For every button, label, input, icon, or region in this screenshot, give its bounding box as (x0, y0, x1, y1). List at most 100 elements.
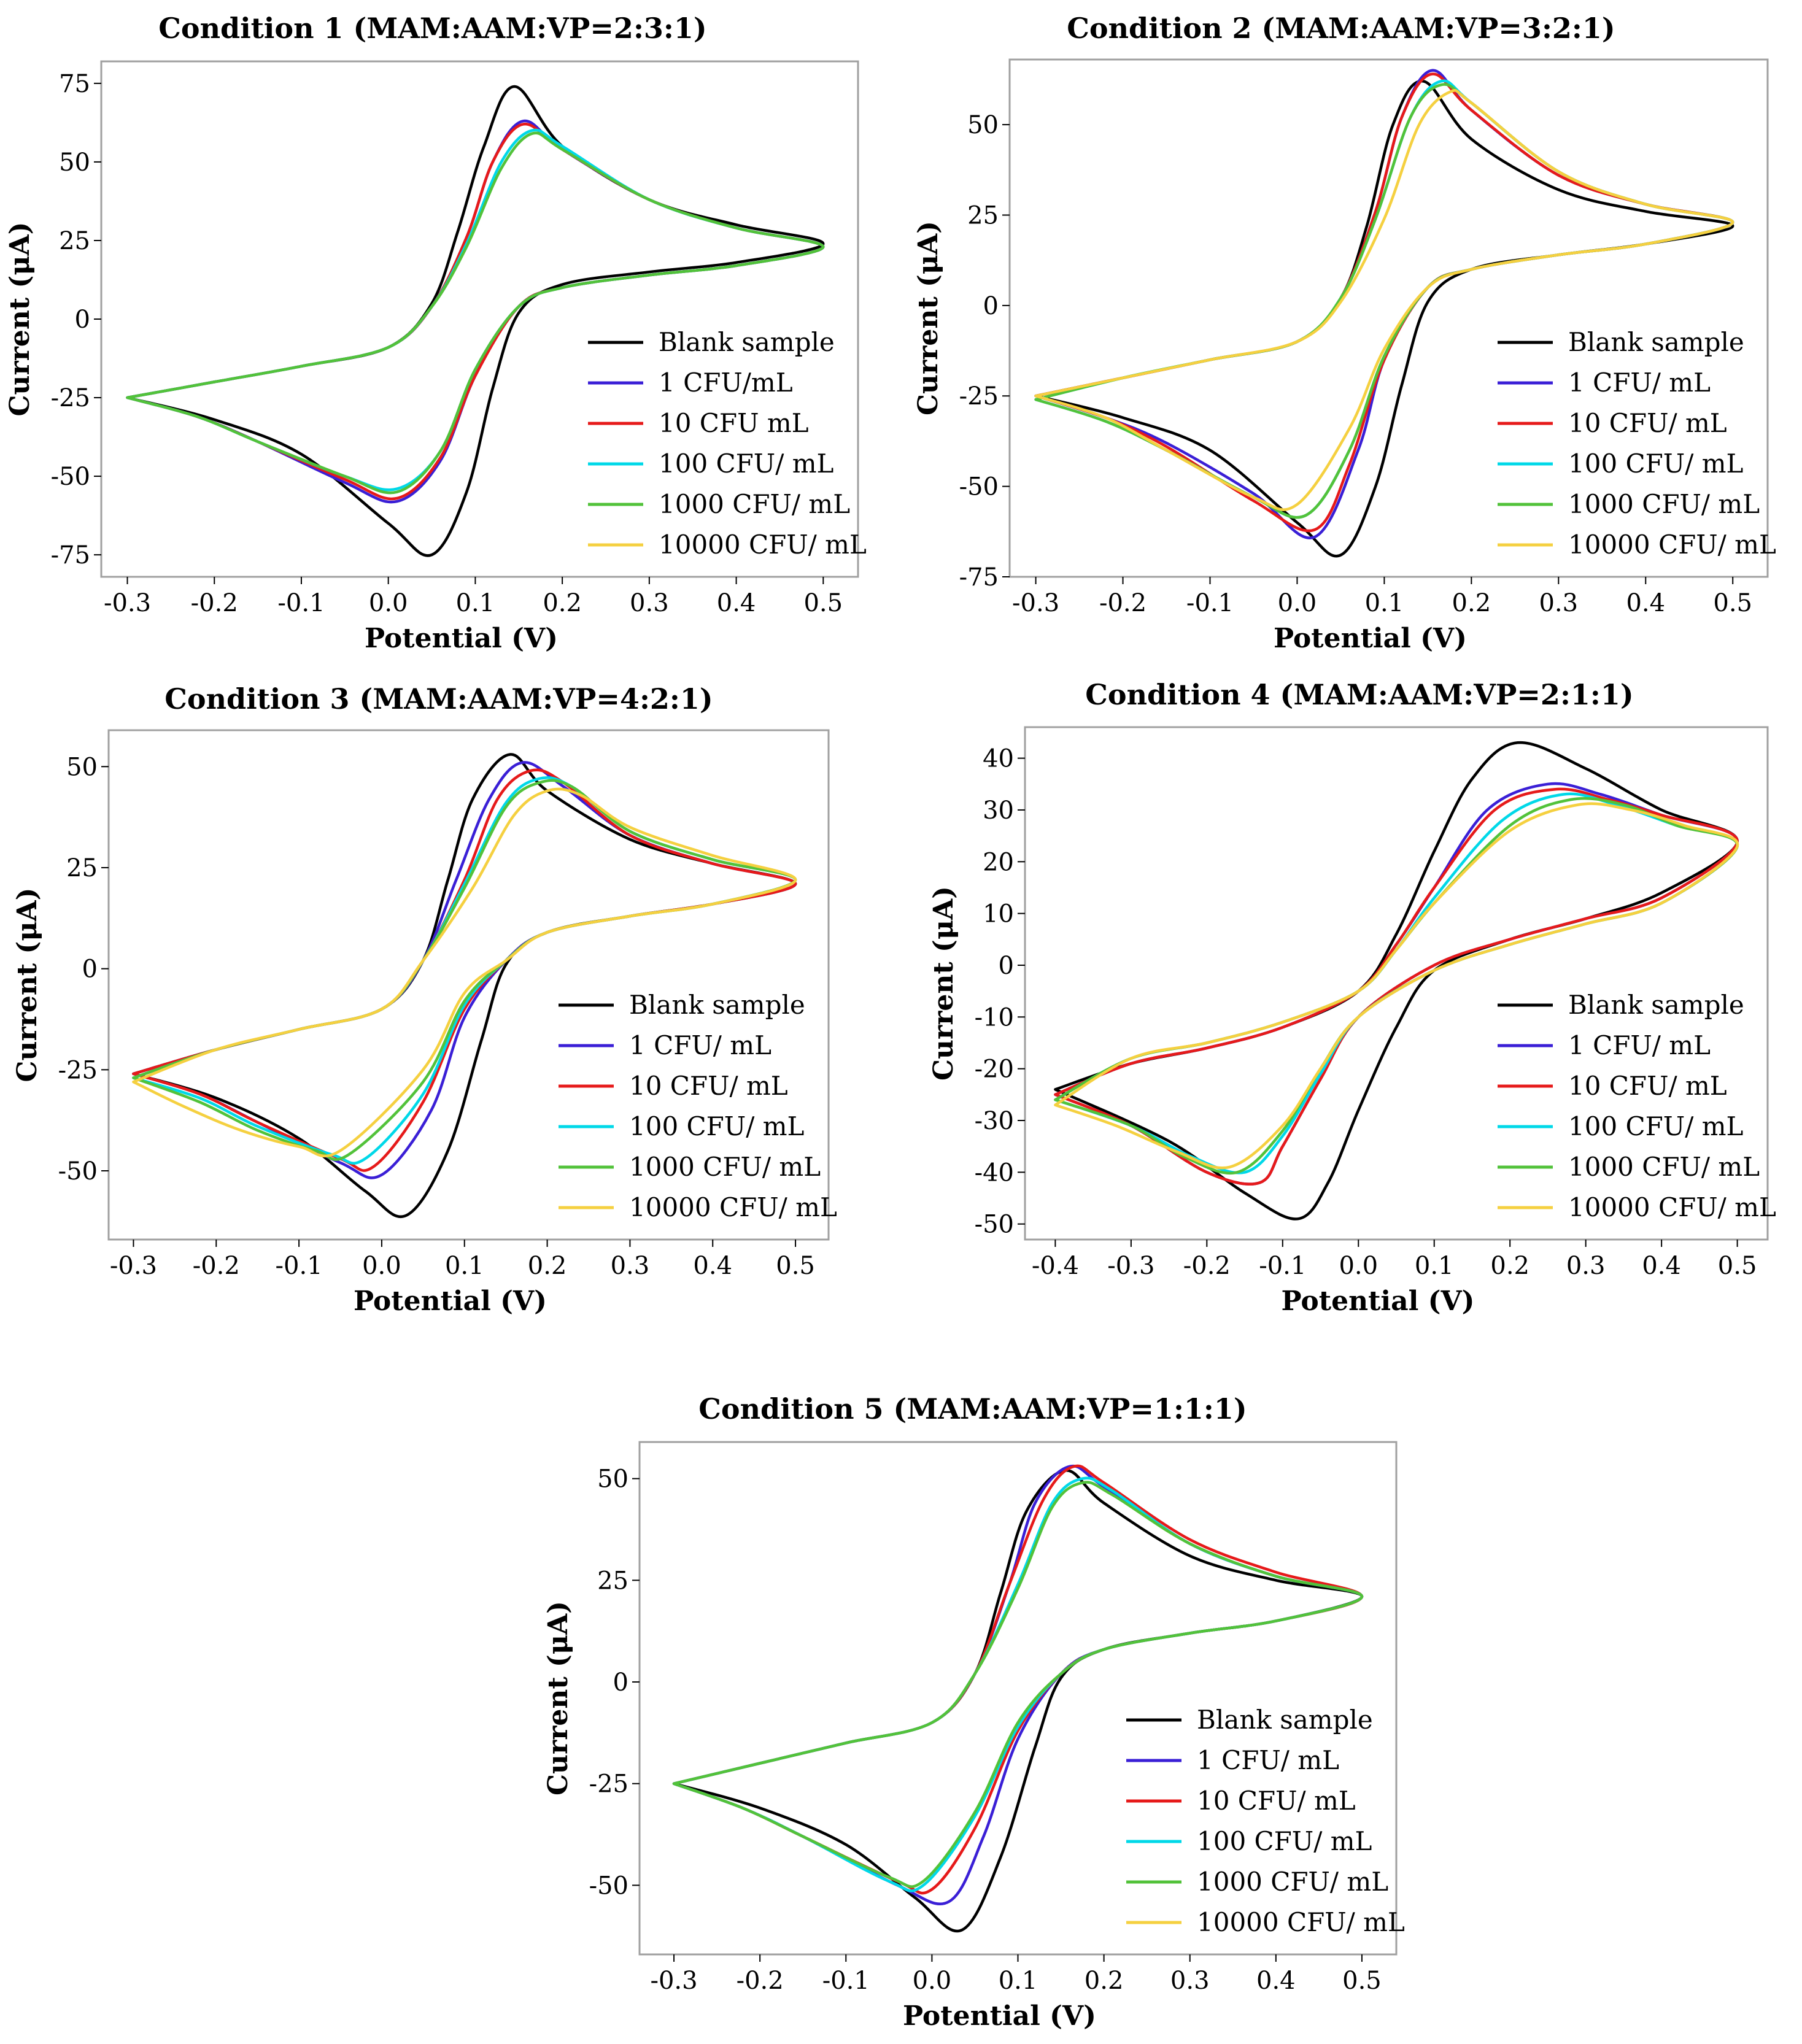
x-tick-label-2-2: -0.1 (1186, 589, 1234, 617)
x-axis-label-4: Potential (V) (1282, 1286, 1475, 1317)
x-tick-label-5-2: -0.1 (822, 1967, 870, 1995)
x-tick-label-4-0: -0.4 (1032, 1252, 1079, 1280)
y-tick-label-4-2: 20 (983, 848, 1014, 876)
legend-label-5-0: Blank sample (1197, 1705, 1373, 1735)
x-tick-label-2-5: 0.2 (1452, 589, 1491, 617)
chart-title-1: Condition 1 (MAM:AAM:VP=2:3:1) (158, 12, 706, 45)
y-axis-label-3: Current (μA) (12, 888, 43, 1082)
x-tick-label-5-4: 0.1 (999, 1967, 1038, 1995)
chart-title-5: Condition 5 (MAM:AAM:VP=1:1:1) (698, 1392, 1247, 1425)
chart-panel-4: Condition 4 (MAM:AAM:VP=2:1:1) -0.4 -0.3 -0… (928, 678, 1776, 1317)
x-tick-label-5-3: 0.0 (913, 1967, 952, 1995)
y-tick-label-4-7: -30 (975, 1107, 1014, 1135)
x-tick-label-3-4: 0.1 (445, 1252, 484, 1280)
y-tick-label-5-2: 0 (613, 1668, 628, 1697)
chart-title-4: Condition 4 (MAM:AAM:VP=2:1:1) (1085, 678, 1633, 711)
y-tick-label-5-4: -50 (589, 1872, 628, 1900)
x-tick-label-5-1: -0.2 (737, 1967, 784, 1995)
x-tick-label-2-4: 0.1 (1365, 589, 1404, 617)
x-tick-label-3-6: 0.3 (611, 1252, 650, 1280)
cv-curve-2-c10000 (1034, 89, 1734, 511)
cv-curve-5-c1000 (672, 1481, 1364, 1888)
legend-label-2-3: 100 CFU/ mL (1568, 449, 1743, 479)
y-axis-label-5: Current (μA) (543, 1601, 574, 1795)
x-tick-label-2-1: -0.2 (1099, 589, 1147, 617)
legend-label-5-5: 10000 CFU/ mL (1197, 1907, 1405, 1937)
y-tick-label-1-5: -50 (51, 463, 90, 491)
legend-label-4-3: 100 CFU/ mL (1568, 1111, 1743, 1141)
y-tick-label-4-8: -40 (975, 1159, 1014, 1187)
legend-label-1-1: 1 CFU/mL (659, 368, 793, 398)
legend-label-2-0: Blank sample (1568, 327, 1744, 357)
y-tick-label-1-6: -75 (51, 541, 90, 569)
x-tick-label-1-7: 0.4 (717, 589, 756, 617)
x-tick-label-5-8: 0.5 (1342, 1967, 1382, 1995)
legend-3: Blank sample 1 CFU/ mL 10 CFU/ mL 100 CFU/ … (559, 990, 837, 1222)
legend-label-1-2: 10 CFU mL (659, 408, 809, 438)
y-tick-label-2-1: 25 (967, 201, 999, 229)
legend-label-1-4: 1000 CFU/ mL (659, 489, 850, 519)
legend-2: Blank sample 1 CFU/ mL 10 CFU/ mL 100 CFU/ … (1498, 327, 1776, 560)
legend-label-1-0: Blank sample (659, 327, 835, 357)
x-tick-label-4-8: 0.4 (1642, 1252, 1681, 1280)
chart-panel-1: Condition 1 (MAM:AAM:VP=2:3:1) -0.3 -0.2 -0… (4, 12, 867, 654)
x-tick-label-1-6: 0.3 (630, 589, 669, 617)
x-tick-label-3-7: 0.4 (693, 1252, 732, 1280)
y-tick-label-1-0: 75 (59, 70, 90, 98)
plot-frame-1 (100, 60, 859, 578)
x-tick-label-5-7: 0.4 (1256, 1967, 1296, 1995)
y-tick-label-5-3: -25 (589, 1770, 628, 1799)
x-tick-label-4-1: -0.3 (1107, 1252, 1154, 1280)
x-axis-label-5: Potential (V) (903, 2000, 1096, 2032)
x-tick-label-3-1: -0.2 (193, 1252, 240, 1280)
y-tick-label-2-2: 0 (983, 292, 999, 320)
x-tick-label-1-4: 0.1 (456, 589, 495, 617)
chart-panel-2: Condition 2 (MAM:AAM:VP=3:2:1) -0.3 -0.2 -0… (913, 12, 1776, 654)
legend-label-4-0: Blank sample (1568, 990, 1744, 1020)
x-tick-label-4-6: 0.2 (1490, 1252, 1529, 1280)
cv-curve-1-c1000 (126, 131, 825, 495)
x-tick-label-4-7: 0.3 (1566, 1252, 1606, 1280)
y-tick-label-2-4: -50 (959, 473, 999, 501)
legend-label-3-5: 10000 CFU/ mL (629, 1192, 837, 1222)
y-tick-label-5-1: 25 (597, 1567, 628, 1595)
legend-label-4-4: 1000 CFU/ mL (1568, 1152, 1760, 1182)
x-tick-label-4-2: -0.2 (1183, 1252, 1231, 1280)
legend-label-4-2: 10 CFU/ mL (1568, 1071, 1727, 1101)
y-tick-label-4-1: 30 (983, 796, 1014, 825)
x-tick-label-2-8: 0.5 (1713, 589, 1752, 617)
x-tick-label-4-3: -0.1 (1259, 1252, 1306, 1280)
legend-5: Blank sample 1 CFU/ mL 10 CFU/ mL 100 CFU/ … (1126, 1705, 1405, 1937)
y-tick-label-3-3: -25 (58, 1056, 98, 1084)
chart-title-2: Condition 2 (MAM:AAM:VP=3:2:1) (1067, 12, 1615, 45)
legend-label-3-3: 100 CFU/ mL (629, 1111, 804, 1141)
legend-label-3-0: Blank sample (629, 990, 805, 1020)
x-tick-label-1-3: 0.0 (369, 589, 408, 617)
x-tick-label-2-6: 0.3 (1539, 589, 1578, 617)
legend-label-3-1: 1 CFU/ mL (629, 1030, 771, 1060)
x-tick-label-4-9: 0.5 (1718, 1252, 1757, 1280)
chart-panel-5: Condition 5 (MAM:AAM:VP=1:1:1) -0.3 -0.2 -0… (543, 1392, 1405, 2032)
cv-curve-3-c10000 (132, 787, 797, 1158)
y-tick-label-1-2: 25 (59, 227, 90, 255)
y-tick-label-2-3: -25 (959, 382, 999, 411)
cv-curve-4-c10000 (1054, 802, 1739, 1170)
y-tick-label-5-0: 50 (597, 1465, 628, 1494)
x-tick-label-1-1: -0.2 (191, 589, 238, 617)
legend-label-2-4: 1000 CFU/ mL (1568, 489, 1760, 519)
x-tick-label-1-2: -0.1 (277, 589, 325, 617)
legend-label-1-5: 10000 CFU/ mL (659, 530, 867, 560)
legend-label-4-1: 1 CFU/ mL (1568, 1030, 1711, 1060)
x-tick-label-5-5: 0.2 (1085, 1967, 1124, 1995)
plot-frame-3 (107, 729, 830, 1241)
y-tick-label-4-3: 10 (983, 900, 1014, 928)
x-tick-label-3-0: -0.3 (110, 1252, 157, 1280)
legend-label-1-3: 100 CFU/ mL (659, 449, 833, 479)
x-tick-label-2-7: 0.4 (1626, 589, 1665, 617)
y-tick-label-4-9: -50 (975, 1211, 1014, 1239)
y-axis-label-2: Current (μA) (913, 221, 944, 415)
y-tick-label-3-4: -50 (58, 1157, 98, 1186)
x-tick-label-3-8: 0.5 (776, 1252, 815, 1280)
chart-panel-3: Condition 3 (MAM:AAM:VP=4:2:1) -0.3 -0.2 -0… (12, 682, 837, 1317)
